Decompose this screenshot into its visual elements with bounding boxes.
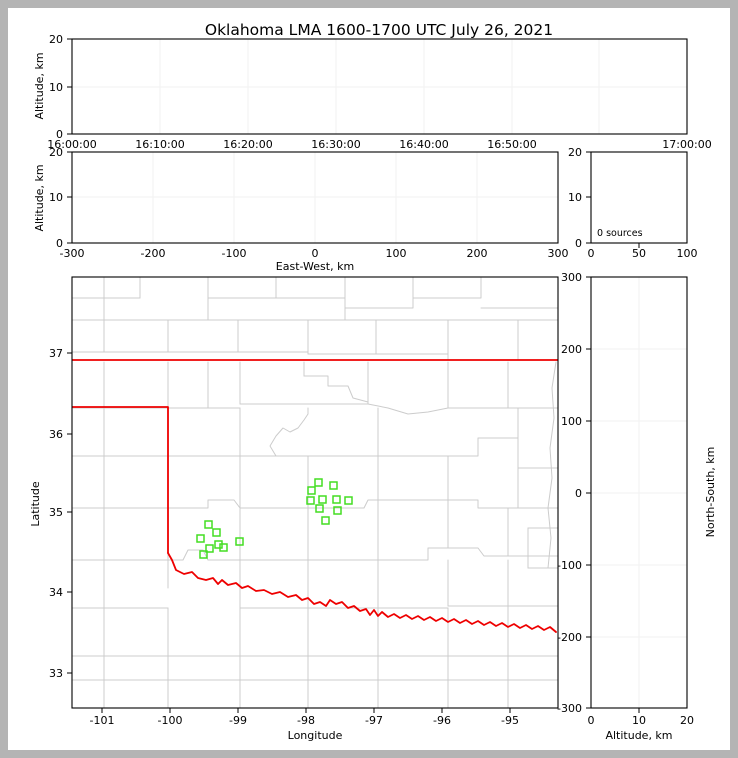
- y-tick-label: 0: [575, 487, 582, 500]
- x-tick-label: -101: [90, 714, 115, 727]
- x-tick-label: -95: [501, 714, 519, 727]
- source-marker: [332, 495, 341, 504]
- x-tick-label: 16:20:00: [223, 138, 272, 151]
- state-border-oklahoma: [72, 359, 558, 633]
- y-tick-label: 10: [49, 81, 63, 94]
- source-marker: [314, 478, 323, 487]
- y-tick-label: 20: [49, 33, 63, 46]
- x-tick-label: 100: [677, 247, 698, 260]
- y-tick-label: 10: [568, 191, 582, 204]
- source-marker: [199, 550, 208, 559]
- x-tick-label: 0: [588, 247, 595, 260]
- x-tick-label: 16:30:00: [311, 138, 360, 151]
- source-markers: [196, 478, 353, 559]
- x-tick-label: 0: [312, 247, 319, 260]
- y-tick-label: -100: [557, 559, 582, 572]
- x-tick-label: 10: [632, 714, 646, 727]
- x-tick-label: 0: [588, 714, 595, 727]
- x-axis-label: East-West, km: [276, 260, 354, 273]
- y-tick-label: 200: [561, 343, 582, 356]
- y-tick-label: 0: [56, 128, 63, 141]
- x-tick-label: 100: [386, 247, 407, 260]
- north-south-height-panel[interactable]: -300 -200 -100 0 100 200 300 0 10 20 Nor…: [557, 271, 717, 742]
- plan-view-map-panel[interactable]: 33 34 35 36 37 -101 -100 -99 -98 -97 -96: [29, 276, 559, 742]
- x-tick-label: -99: [229, 714, 247, 727]
- source-marker: [321, 516, 330, 525]
- source-marker: [204, 520, 213, 529]
- x-tick-label: 16:10:00: [135, 138, 184, 151]
- y-tick-label: 0: [56, 237, 63, 250]
- y-tick-label: -300: [557, 702, 582, 715]
- source-marker: [235, 537, 244, 546]
- source-marker: [205, 544, 214, 553]
- source-marker: [212, 528, 221, 537]
- x-tick-label: 17:00:00: [662, 138, 711, 151]
- x-tick-label: 16:50:00: [487, 138, 536, 151]
- x-tick-label: -98: [297, 714, 315, 727]
- x-tick-label: 16:40:00: [399, 138, 448, 151]
- y-axis-label: Latitude: [29, 481, 42, 527]
- y-tick-label: 34: [49, 586, 63, 599]
- source-marker: [333, 506, 342, 515]
- x-tick-label: -100: [222, 247, 247, 260]
- page-title: Oklahoma LMA 1600-1700 UTC July 26, 2021: [205, 21, 553, 39]
- source-marker: [219, 543, 228, 552]
- y-tick-label: 0: [575, 237, 582, 250]
- y-tick-label: 37: [49, 347, 63, 360]
- panel-frame: [71, 276, 559, 709]
- x-axis-label: Altitude, km: [605, 729, 672, 742]
- altitude-histogram-panel[interactable]: 0 10 20 0 50 100 0 sources: [568, 146, 698, 260]
- figure-canvas: Oklahoma LMA 1600-1700 UTC July 26, 2021…: [8, 8, 730, 750]
- x-tick-label: -97: [365, 714, 383, 727]
- figure-svg: Oklahoma LMA 1600-1700 UTC July 26, 2021…: [29, 21, 717, 742]
- x-tick-label: -200: [141, 247, 166, 260]
- y-axis-label: North-South, km: [704, 447, 717, 538]
- y-tick-label: 10: [49, 191, 63, 204]
- source-marker: [329, 481, 338, 490]
- x-tick-label: 200: [467, 247, 488, 260]
- y-tick-label: 300: [561, 271, 582, 284]
- x-tick-label: 20: [680, 714, 694, 727]
- source-marker: [318, 495, 327, 504]
- source-marker: [307, 486, 316, 495]
- x-tick-label: -100: [158, 714, 183, 727]
- y-tick-label: 20: [568, 146, 582, 159]
- x-tick-label: 50: [632, 247, 646, 260]
- y-tick-label: 33: [49, 667, 63, 680]
- y-tick-label: 36: [49, 428, 63, 441]
- x-tick-label: -96: [433, 714, 451, 727]
- source-marker: [344, 496, 353, 505]
- county-boundaries: [72, 277, 558, 708]
- east-west-height-panel[interactable]: 0 10 20 -300 -200 -100 0 100 200 300 Alt…: [33, 146, 569, 273]
- x-tick-label: 300: [548, 247, 569, 260]
- y-tick-label: 35: [49, 506, 63, 519]
- y-tick-label: 20: [49, 146, 63, 159]
- y-tick-label: 100: [561, 415, 582, 428]
- source-marker: [306, 496, 315, 505]
- y-axis-label: Altitude, km: [33, 52, 46, 119]
- map-content: [72, 277, 558, 708]
- time-height-panel[interactable]: 0 10 20 16:00:00 16:10:00 16:20:00 16:30…: [33, 33, 712, 151]
- y-axis-label: Altitude, km: [33, 164, 46, 231]
- source-marker: [315, 504, 324, 513]
- x-tick-label: 16:00:00: [47, 138, 96, 151]
- x-tick-label: -300: [60, 247, 85, 260]
- x-axis-label: Longitude: [288, 729, 343, 742]
- y-tick-label: -200: [557, 631, 582, 644]
- source-marker: [196, 534, 205, 543]
- source-count-annotation: 0 sources: [597, 228, 643, 239]
